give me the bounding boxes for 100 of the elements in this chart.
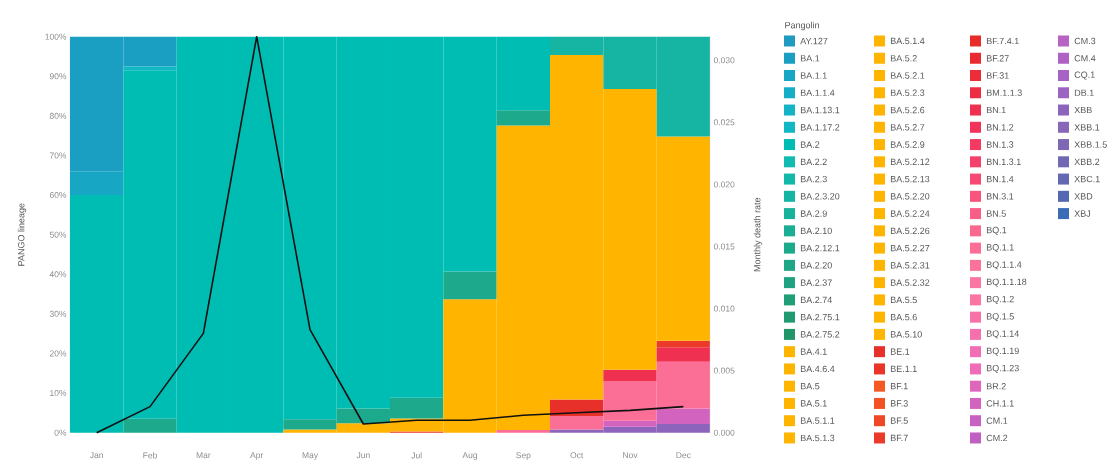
bar <box>550 399 604 417</box>
legend-label: CM.3 <box>1074 37 1096 45</box>
y2-tick-label: 0.015 <box>713 243 735 250</box>
legend-label: CM.1 <box>986 417 1008 424</box>
legend-label: BA.5.1.3 <box>800 434 835 442</box>
legend-label: BQ.1.23 <box>986 364 1019 373</box>
y-tick-label: 80% <box>49 112 67 119</box>
bar <box>496 429 551 433</box>
legend-label: BE.1 <box>890 348 910 355</box>
y2-axis-title: Monthly death rate <box>753 197 763 272</box>
legend-label: BA.5.6 <box>890 313 917 321</box>
legend-label: BN.1.2 <box>986 124 1014 131</box>
legend-label: BQ.1.2 <box>986 295 1014 304</box>
x-tick-label: Jul <box>411 452 422 459</box>
y-tick-label: 20% <box>49 350 67 357</box>
y2-tick-label: 0.030 <box>713 57 735 64</box>
x-tick-label: Nov <box>623 452 638 459</box>
legend-label: BA.2.9 <box>800 210 827 217</box>
x-tick-label: Mar <box>196 452 211 459</box>
legend-label: BA.5.2.13 <box>890 175 930 183</box>
legend-label: BA.5.2.3 <box>890 89 925 96</box>
legend-label: BQ.1.1.18 <box>986 278 1027 287</box>
legend-label: BF.7.4.1 <box>986 37 1019 45</box>
legend-label: XBC.1 <box>1074 175 1100 183</box>
y-tick-label: 60% <box>49 192 67 199</box>
legend-label: BN.3.1 <box>986 193 1014 200</box>
x-tick-label: Dec <box>676 452 691 459</box>
legend-label: CM.4 <box>1074 55 1096 62</box>
bar <box>496 110 551 126</box>
y-tick-label: 0% <box>54 429 67 436</box>
legend-label: BQ.1.14 <box>986 330 1019 339</box>
legend-label: XBB.2 <box>1074 158 1100 165</box>
legend-label: BA.1.13.1 <box>800 106 840 114</box>
x-tick-label: Aug <box>462 452 478 460</box>
legend-label: BN.1.4 <box>986 175 1014 183</box>
y-tick-label: 90% <box>49 73 67 80</box>
legend-label: BA.5.2.26 <box>890 227 930 235</box>
legend-label: BA.2.20 <box>800 262 832 269</box>
legend-label: BA.2.74 <box>800 296 832 304</box>
legend-label: BF.31 <box>986 72 1009 79</box>
legend-label: CH.1.1 <box>986 400 1014 407</box>
legend-label: BF.5 <box>890 417 908 424</box>
legend-label: BA.5.2.12 <box>890 158 930 165</box>
legend-label: BA.2.3.20 <box>800 193 840 200</box>
legend-label: BA.2.10 <box>800 227 832 235</box>
bar <box>123 66 177 71</box>
legend-title: Pangolin <box>785 21 819 31</box>
legend-label: BA.2.12.1 <box>800 244 840 252</box>
legend-label: BF.3 <box>890 400 908 407</box>
legend-label: BA.5.2.6 <box>890 106 925 114</box>
legend-label: BA.2 <box>800 141 820 148</box>
legend-label: BA.5.5 <box>890 296 917 304</box>
y2-tick-label: 0.025 <box>713 119 735 126</box>
x-tick-label: Oct <box>570 452 584 459</box>
legend-label: BF.7 <box>890 434 908 442</box>
legend-label: XBJ <box>1074 210 1091 217</box>
legend-label: BA.2.75.1 <box>800 313 840 321</box>
y-tick-label: 70% <box>49 152 67 159</box>
legend-label: BE.1.1 <box>890 365 917 373</box>
bar <box>443 271 497 300</box>
legend-label: BA.5.2.32 <box>890 279 930 286</box>
legend-label: BA.5.2.27 <box>890 244 930 252</box>
legend-label: XBB.1 <box>1074 124 1100 131</box>
x-tick-label: Feb <box>143 452 157 459</box>
y-tick-label: 30% <box>49 310 67 317</box>
legend-label: BA.2.3 <box>800 175 827 183</box>
y2-tick-label: 0.005 <box>713 367 735 374</box>
legend-label: BA.5.2.7 <box>890 124 925 131</box>
bar <box>656 340 711 348</box>
legend-label: BQ.1.19 <box>986 347 1019 356</box>
y-tick-label: 50% <box>49 231 67 238</box>
y-axis-title: PANGO lineage <box>17 203 27 266</box>
legend-label: BA.2.75.2 <box>800 331 840 338</box>
legend-label: BQ.1.1 <box>986 244 1014 253</box>
legend-label: BA.4.1 <box>800 348 827 355</box>
line-series <box>95 35 685 434</box>
y-tick-label: 100% <box>45 33 67 40</box>
y-tick-label: 10% <box>50 390 67 397</box>
legend-label: BA.5.2 <box>890 55 917 62</box>
legend-label: BA.1.1.4 <box>800 89 835 96</box>
legend-label: BA.2.2 <box>800 158 827 165</box>
legend-label: BN.1 <box>986 106 1006 114</box>
legend-label: BA.5.1 <box>800 400 827 407</box>
legend-label: AY.127 <box>800 37 828 45</box>
y2-tick-label: 0.000 <box>713 429 735 436</box>
legend-label: BA.5.10 <box>890 331 922 338</box>
legend-label: BA.5.1.4 <box>890 37 925 45</box>
x-tick-label: May <box>302 452 319 460</box>
legend-label: BM.1.1.3 <box>986 89 1022 96</box>
legend-label: XBB <box>1074 106 1092 114</box>
legend-label: BQ.1 <box>986 226 1007 235</box>
legend-label: BN.1.3.1 <box>986 158 1021 165</box>
legend-label: CQ.1 <box>1074 71 1095 80</box>
legend-label: BA.5.2.31 <box>890 262 930 269</box>
legend-label: BA.5.2.9 <box>890 141 925 148</box>
legend-label: BA.5.1.1 <box>800 417 835 424</box>
legend-label: BN.1.3 <box>986 141 1014 148</box>
legend-label: BF.1 <box>890 383 908 390</box>
x-tick-label: Apr <box>250 452 264 460</box>
x-tick-label: Sep <box>516 452 531 460</box>
